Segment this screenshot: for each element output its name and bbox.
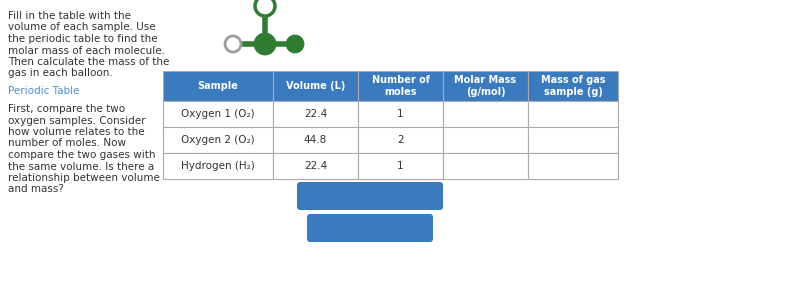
Text: and mass?: and mass? — [8, 185, 64, 195]
FancyBboxPatch shape — [273, 71, 358, 101]
Text: 22.4: 22.4 — [304, 161, 327, 171]
Text: Sample: Sample — [198, 81, 238, 91]
FancyBboxPatch shape — [358, 71, 443, 101]
FancyBboxPatch shape — [273, 153, 358, 179]
Text: Then calculate the mass of the: Then calculate the mass of the — [8, 57, 170, 67]
FancyBboxPatch shape — [273, 101, 358, 127]
Text: number of moles. Now: number of moles. Now — [8, 139, 126, 148]
Text: 44.8: 44.8 — [304, 135, 327, 145]
Text: HINT: Calculating Mass: HINT: Calculating Mass — [302, 191, 438, 201]
FancyBboxPatch shape — [358, 153, 443, 179]
FancyBboxPatch shape — [443, 71, 528, 101]
FancyBboxPatch shape — [528, 71, 618, 101]
FancyBboxPatch shape — [163, 71, 273, 101]
Text: the periodic table to find the: the periodic table to find the — [8, 34, 158, 44]
Text: the same volume. Is there a: the same volume. Is there a — [8, 162, 154, 171]
Text: Hydrogen (H₂): Hydrogen (H₂) — [181, 161, 255, 171]
Circle shape — [255, 34, 275, 54]
Text: Return to Samples: Return to Samples — [315, 223, 425, 233]
FancyBboxPatch shape — [297, 182, 443, 210]
FancyBboxPatch shape — [528, 153, 618, 179]
Text: molar mass of each molecule.: molar mass of each molecule. — [8, 46, 165, 55]
Text: gas in each balloon.: gas in each balloon. — [8, 69, 113, 79]
Text: how volume relates to the: how volume relates to the — [8, 127, 145, 137]
FancyBboxPatch shape — [358, 127, 443, 153]
Circle shape — [225, 36, 241, 52]
FancyBboxPatch shape — [528, 101, 618, 127]
FancyBboxPatch shape — [273, 127, 358, 153]
Text: oxygen samples. Consider: oxygen samples. Consider — [8, 115, 146, 125]
Text: compare the two gases with: compare the two gases with — [8, 150, 155, 160]
FancyBboxPatch shape — [307, 214, 433, 242]
Text: Volume (L): Volume (L) — [286, 81, 345, 91]
Text: Number of
moles: Number of moles — [371, 75, 430, 97]
Text: Oxygen 1 (O₂): Oxygen 1 (O₂) — [181, 109, 255, 119]
FancyBboxPatch shape — [443, 153, 528, 179]
Circle shape — [287, 36, 303, 52]
FancyBboxPatch shape — [443, 127, 528, 153]
Text: 2: 2 — [397, 135, 404, 145]
FancyBboxPatch shape — [163, 101, 273, 127]
Text: Mass of gas
sample (g): Mass of gas sample (g) — [541, 75, 606, 97]
FancyBboxPatch shape — [163, 153, 273, 179]
Text: Fill in the table with the: Fill in the table with the — [8, 11, 131, 21]
Text: First, compare the two: First, compare the two — [8, 104, 125, 114]
Text: relationship between volume: relationship between volume — [8, 173, 160, 183]
Text: 1: 1 — [397, 161, 404, 171]
FancyBboxPatch shape — [163, 127, 273, 153]
FancyBboxPatch shape — [358, 101, 443, 127]
Text: Molar Mass
(g/mol): Molar Mass (g/mol) — [454, 75, 517, 97]
Text: Periodic Table: Periodic Table — [8, 86, 79, 96]
Text: volume of each sample. Use: volume of each sample. Use — [8, 23, 156, 32]
Text: 22.4: 22.4 — [304, 109, 327, 119]
Text: Oxygen 2 (O₂): Oxygen 2 (O₂) — [181, 135, 255, 145]
Circle shape — [255, 0, 275, 16]
FancyBboxPatch shape — [528, 127, 618, 153]
FancyBboxPatch shape — [443, 101, 528, 127]
Text: 1: 1 — [397, 109, 404, 119]
